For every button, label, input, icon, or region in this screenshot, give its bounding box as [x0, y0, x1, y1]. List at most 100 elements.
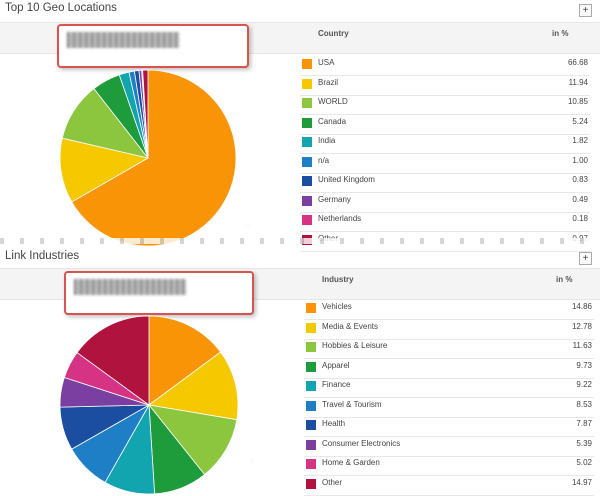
category-label: USA: [318, 58, 335, 67]
color-swatch: [302, 176, 312, 186]
category-label: Home & Garden: [322, 458, 380, 467]
section-divider: [0, 238, 600, 244]
category-label: India: [318, 136, 336, 145]
industries-pie-chart: [59, 315, 239, 495]
pie-slice-media-events[interactable]: [148, 351, 239, 421]
color-swatch: [302, 78, 312, 89]
legend-row-finance[interactable]: Finance 9.22: [304, 378, 594, 398]
category-label: Vehicles: [322, 302, 352, 311]
category-label: Netherlands: [318, 214, 362, 223]
pie-slice-hobbies-leisure[interactable]: [148, 404, 238, 476]
pie-slice-vehicles[interactable]: [148, 315, 222, 406]
legend-row-india[interactable]: India 1.82: [300, 134, 590, 154]
color-swatch: [302, 117, 312, 128]
percent-value: 1.82: [572, 136, 588, 145]
panel-title: Top 10 Geo Locations: [5, 2, 117, 14]
color-swatch: [306, 459, 316, 469]
percent-value: 1.00: [572, 155, 588, 165]
color-swatch: [306, 342, 316, 352]
redacted-domain-box: [57, 24, 249, 68]
panel-title: Link Industries: [5, 250, 80, 262]
percent-value: 14.97: [571, 477, 592, 487]
category-label: Hobbies & Leisure: [322, 341, 388, 350]
category-label: Canada: [318, 116, 347, 126]
legend-row-canada[interactable]: Canada 5.24: [300, 115, 590, 135]
legend-row-consumer-electronics[interactable]: Consumer Electronics 5.39: [304, 437, 594, 457]
color-swatch: [302, 195, 312, 206]
percent-value: 9.22: [576, 380, 592, 389]
blurred-text: [67, 32, 179, 48]
category-label: Brazil: [318, 77, 339, 87]
column-header-industry: Industry: [322, 275, 354, 284]
percent-value: 0.49: [572, 194, 588, 204]
color-swatch: [302, 98, 312, 108]
color-swatch: [306, 439, 316, 450]
geo-legend-table: USA 66.68 Brazil 11.94 WORLD 10.85 Canada 5.24 I…: [300, 56, 596, 252]
legend-row-home-garden[interactable]: Home & Garden 5.02: [304, 456, 594, 476]
geo-locations-panel: Top 10 Geo Locations + Country in % USA 6…: [0, 0, 600, 252]
color-swatch: [306, 303, 316, 313]
color-swatch: [306, 400, 316, 411]
column-header-percent: in %: [556, 275, 573, 284]
category-label: Germany: [318, 194, 351, 204]
legend-row-usa[interactable]: USA 66.68: [300, 56, 590, 76]
color-swatch: [306, 322, 316, 333]
color-swatch: [306, 478, 316, 489]
percent-value: 0.83: [572, 175, 588, 184]
legend-row-world[interactable]: WORLD 10.85: [300, 95, 590, 115]
pie-slice-brazil[interactable]: [59, 137, 150, 203]
geo-pie-chart: [59, 69, 237, 247]
blurred-text: [74, 279, 186, 295]
column-header-percent: in %: [552, 29, 569, 38]
legend-row-brazil[interactable]: Brazil 11.94: [300, 76, 590, 96]
percent-value: 12.78: [571, 321, 592, 331]
category-label: Health: [322, 419, 346, 428]
legend-row-germany[interactable]: Germany 0.49: [300, 193, 590, 213]
percent-value: 14.86: [571, 302, 592, 311]
legend-row-n-a[interactable]: n/a 1.00: [300, 154, 590, 174]
percent-value: 9.73: [576, 360, 592, 370]
category-label: Apparel: [322, 360, 350, 370]
percent-value: 7.87: [576, 419, 592, 428]
category-label: Other: [322, 477, 343, 487]
column-header-country: Country: [318, 29, 349, 38]
legend-row-united-kingdom[interactable]: United Kingdom 0.83: [300, 173, 590, 193]
watermark-logo: ◌: [250, 458, 255, 465]
color-swatch: [302, 156, 312, 167]
percent-value: 8.53: [576, 399, 592, 409]
color-swatch: [302, 137, 312, 147]
legend-row-apparel[interactable]: Apparel 9.73: [304, 359, 594, 379]
legend-row-vehicles[interactable]: Vehicles 14.86: [304, 300, 594, 320]
percent-value: 11.94: [568, 77, 588, 87]
percent-value: 5.39: [576, 438, 592, 448]
category-label: Media & Events: [322, 321, 379, 331]
link-industries-panel: Link Industries + Industry in % Vehicles…: [0, 244, 600, 496]
color-swatch: [306, 381, 316, 391]
color-swatch: [302, 215, 312, 225]
category-label: Travel & Tourism: [322, 399, 382, 409]
category-label: United Kingdom: [318, 175, 375, 184]
add-widget-button[interactable]: +: [579, 252, 592, 265]
percent-value: 5.02: [576, 458, 592, 467]
legend-row-health[interactable]: Health 7.87: [304, 417, 594, 437]
legend-row-netherlands[interactable]: Netherlands 0.18: [300, 212, 590, 232]
legend-row-media-events[interactable]: Media & Events 12.78: [304, 320, 594, 340]
percent-value: 0.18: [572, 214, 588, 223]
category-label: n/a: [318, 155, 330, 165]
percent-value: 10.85: [567, 97, 588, 106]
category-label: Finance: [322, 380, 351, 389]
add-widget-button[interactable]: +: [579, 4, 592, 17]
legend-row-hobbies-leisure[interactable]: Hobbies & Leisure 11.63: [304, 339, 594, 359]
industries-legend-table: Vehicles 14.86 Media & Events 12.78 Hobbies …: [304, 300, 600, 496]
pie-slice-usa[interactable]: [71, 69, 237, 247]
legend-row-travel-tourism[interactable]: Travel & Tourism 8.53: [304, 398, 594, 418]
percent-value: 11.63: [572, 341, 592, 350]
percent-value: 66.68: [567, 58, 588, 67]
color-swatch: [306, 420, 316, 430]
watermark-logo: ◌: [246, 222, 251, 229]
pie-slice-other[interactable]: [142, 69, 149, 159]
color-swatch: [306, 361, 316, 372]
pie-slice-other[interactable]: [76, 315, 150, 406]
category-label: WORLD: [318, 97, 348, 106]
legend-row-other[interactable]: Other 14.97: [304, 476, 594, 496]
